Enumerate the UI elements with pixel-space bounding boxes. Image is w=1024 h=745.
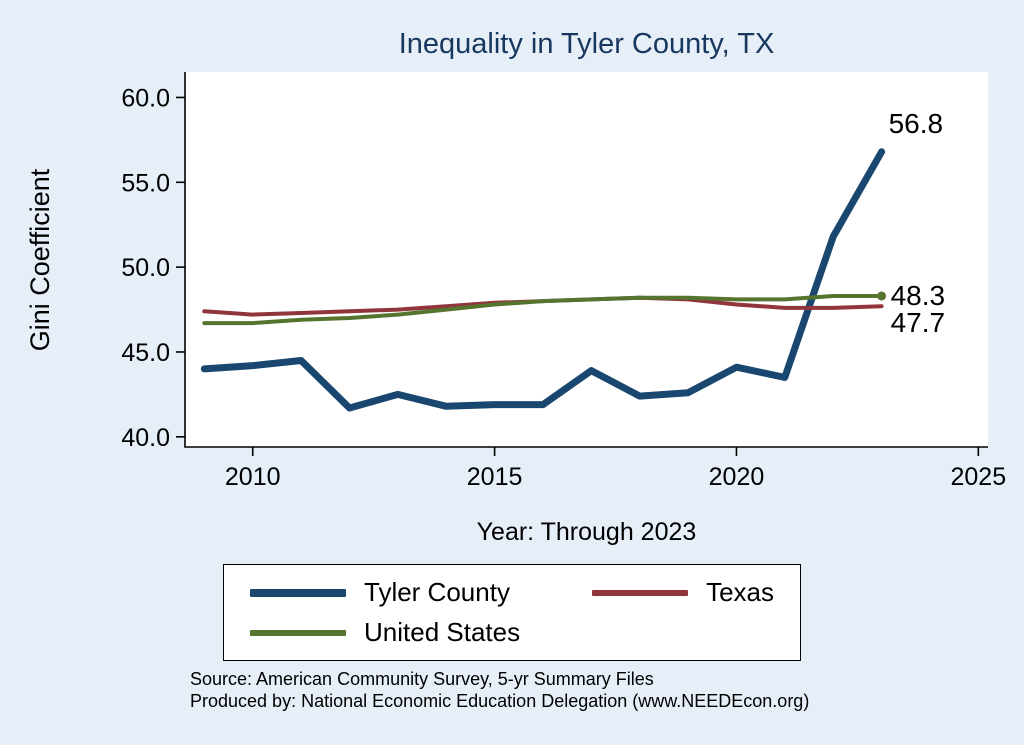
legend-swatch-tyler-county: [249, 588, 346, 597]
series-line-united-states: [202, 294, 884, 326]
legend-label-texas: Texas: [706, 577, 775, 607]
chart-title: Inequality in Tyler County, TX: [398, 28, 775, 60]
plot-area: [185, 72, 988, 447]
legend: Tyler County Texas United States: [222, 564, 802, 661]
series-line-tyler-county: [200, 148, 886, 412]
x-tick-label: 2025: [951, 463, 1007, 491]
y-tick-label: 45.0: [121, 339, 170, 367]
legend-label-tyler-county: Tyler County: [363, 577, 510, 607]
end-label-united-states: 48.3: [891, 280, 946, 311]
x-tick-label: 2010: [225, 463, 281, 491]
legend-swatch-united-states: [249, 629, 346, 636]
end-marker-united-states: [877, 291, 887, 301]
x-tick-label: 2020: [709, 463, 765, 491]
x-axis-label: Year: Through 2023: [476, 518, 697, 546]
source-block: Source: American Community Survey, 5-yr …: [190, 668, 809, 712]
legend-item-texas: Texas: [592, 577, 774, 608]
end-label-texas: 47.7: [891, 307, 946, 338]
legend-item-tyler-county: Tyler County: [249, 577, 520, 608]
legend-item-united-states: United States: [249, 617, 521, 648]
legend-swatch-texas: [592, 589, 689, 596]
y-tick-label: 55.0: [121, 169, 170, 197]
legend-label-united-states: United States: [363, 617, 521, 647]
y-tick-label: 40.0: [121, 424, 170, 452]
source-line: Source: American Community Survey, 5-yr …: [190, 669, 654, 689]
axis-lines: [184, 72, 988, 448]
y-tick-label: 60.0: [121, 84, 170, 112]
producer-line: Produced by: National Economic Education…: [190, 691, 810, 711]
y-tick-label: 50.0: [121, 254, 170, 282]
end-label-tyler-county: 56.8: [889, 108, 944, 139]
x-tick-label: 2015: [467, 463, 523, 491]
